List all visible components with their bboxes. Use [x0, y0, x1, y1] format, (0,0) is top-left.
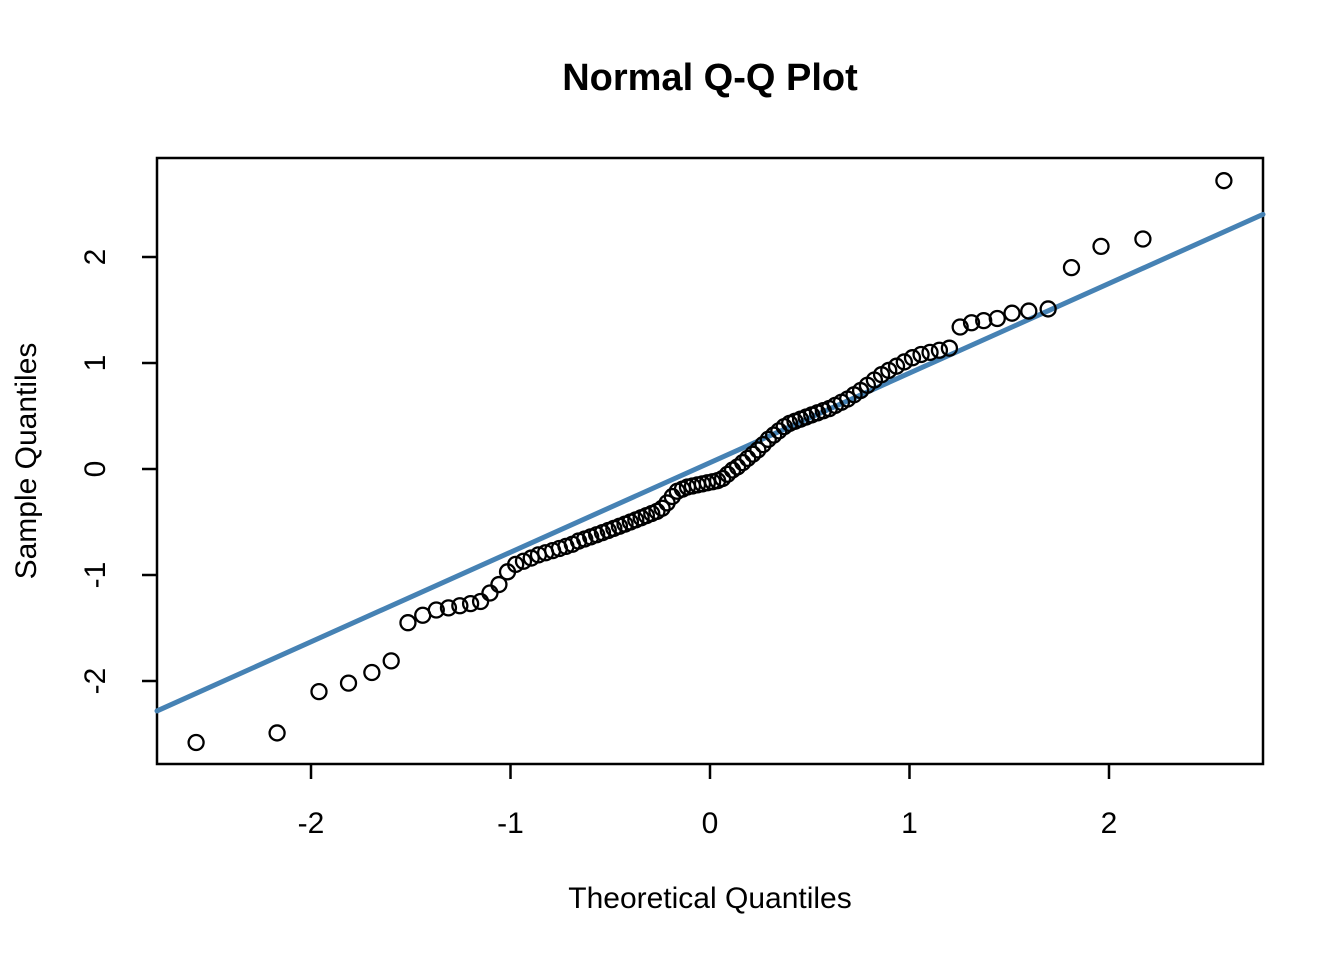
x-tick-label: -1	[497, 807, 524, 840]
data-point	[764, 426, 783, 444]
y-tick-label: 0	[79, 461, 112, 478]
data-points-layer	[187, 172, 1233, 752]
data-point	[1020, 302, 1038, 320]
data-point	[382, 652, 400, 670]
data-point	[481, 584, 499, 602]
data-point	[399, 614, 417, 632]
data-point	[940, 339, 959, 357]
data-point	[930, 341, 949, 359]
data-point	[471, 592, 490, 611]
data-point	[951, 318, 969, 336]
y-tick-label: -2	[79, 668, 112, 695]
data-point	[187, 733, 205, 752]
data-point	[912, 345, 930, 364]
data-point	[962, 314, 981, 332]
data-point	[1062, 258, 1081, 277]
data-point	[895, 353, 913, 371]
x-axis-label: Theoretical Quantiles	[568, 882, 851, 915]
data-point	[451, 597, 469, 615]
axis-ticks: -2 -1 0 1 2 -2 -1 0 1 2	[79, 249, 1117, 840]
data-point	[514, 552, 533, 570]
data-point	[921, 343, 939, 362]
data-point	[903, 349, 922, 367]
data-point	[1215, 172, 1233, 190]
data-point	[713, 469, 732, 488]
y-tick-label: 1	[79, 355, 112, 372]
qq-reference-line	[154, 211, 1266, 714]
data-point	[268, 724, 286, 742]
chart-title: Normal Q-Q Plot	[562, 57, 858, 99]
data-point	[744, 445, 762, 463]
data-point	[988, 309, 1006, 328]
data-point	[653, 499, 671, 517]
data-point	[490, 575, 508, 594]
x-tick-label: 0	[702, 807, 719, 840]
data-point	[363, 663, 381, 682]
data-point	[1134, 230, 1152, 248]
data-point	[507, 555, 525, 574]
data-point	[461, 594, 480, 613]
data-point	[427, 601, 445, 619]
data-point	[759, 430, 777, 448]
data-point	[728, 458, 747, 476]
y-tick-label: 2	[79, 249, 112, 266]
data-point	[310, 682, 328, 701]
data-point	[1092, 237, 1110, 256]
data-point	[749, 441, 767, 459]
data-point	[754, 435, 772, 454]
y-axis-label: Sample Quantiles	[10, 343, 43, 580]
x-tick-label: -2	[298, 807, 325, 840]
data-point	[1039, 300, 1057, 318]
data-point	[739, 449, 757, 468]
y-tick-label: -1	[79, 562, 112, 589]
data-point	[1003, 304, 1021, 322]
data-point	[734, 453, 752, 472]
data-point	[339, 674, 358, 692]
data-point	[439, 599, 458, 617]
x-tick-label: 1	[901, 807, 918, 840]
x-tick-label: 2	[1101, 807, 1118, 840]
qq-reference-line-layer	[154, 211, 1266, 714]
